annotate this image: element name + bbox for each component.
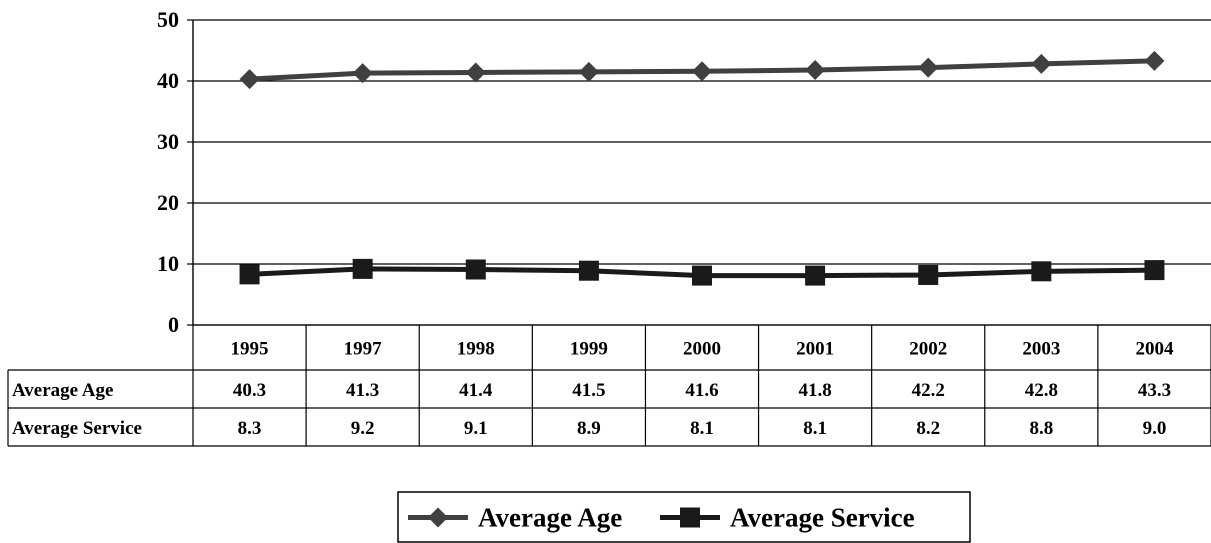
data-point-average-age <box>239 69 260 90</box>
y-tick-label: 10 <box>157 251 179 276</box>
table-row-label: Average Age <box>12 380 113 401</box>
y-tick-label: 0 <box>168 312 179 337</box>
data-point-average-age <box>918 57 939 78</box>
data-point-average-service <box>1031 261 1052 282</box>
y-tick-label: 40 <box>157 68 179 93</box>
data-point-average-service <box>239 264 260 285</box>
data-point-average-age <box>1031 53 1052 74</box>
table-cell-value: 41.8 <box>798 380 831 401</box>
data-point-average-age <box>805 60 826 81</box>
x-category-label: 1999 <box>570 339 608 360</box>
y-tick-label: 20 <box>157 190 179 215</box>
x-category-label: 1997 <box>344 339 383 360</box>
legend-label-average-service: Average Service <box>730 503 915 533</box>
data-point-average-service <box>465 259 486 280</box>
data-table: 1995 1997 1998 1999 2000 2001 2002 2003 2004 Aver… <box>7 324 1211 447</box>
y-axis: 0 10 20 30 40 50 <box>157 7 194 337</box>
data-point-average-age <box>352 63 373 84</box>
data-point-average-service <box>692 265 712 286</box>
data-point-average-age <box>578 61 599 82</box>
table-cell-value: 8.3 <box>238 418 262 439</box>
x-category-label: 2002 <box>909 339 947 360</box>
table-cell-value: 9.0 <box>1143 418 1167 439</box>
table-cell-value: 8.1 <box>803 418 827 439</box>
legend-marker-average-age <box>428 507 448 528</box>
table-cell-value: 8.9 <box>577 418 601 439</box>
table-cell-value: 8.2 <box>916 418 940 439</box>
data-point-average-service <box>1144 260 1165 281</box>
table-cell-value: 40.3 <box>233 380 266 401</box>
y-tick-label: 50 <box>157 7 179 32</box>
table-cell-value: 8.8 <box>1029 418 1053 439</box>
data-point-average-age <box>465 62 486 83</box>
x-category-label: 2004 <box>1135 339 1174 360</box>
data-point-average-service <box>578 260 599 281</box>
table-cell-value: 9.2 <box>351 418 375 439</box>
x-category-label: 1995 <box>231 339 269 360</box>
table-cell-value: 41.4 <box>459 380 493 401</box>
table-cell-value: 41.6 <box>685 380 718 401</box>
table-cell-value: 41.3 <box>346 380 379 401</box>
table-cell-value: 42.2 <box>912 380 945 401</box>
data-point-average-service <box>918 264 939 285</box>
x-category-label: 2000 <box>683 339 721 360</box>
y-tick-label: 30 <box>157 129 179 154</box>
x-category-label: 1998 <box>457 339 495 360</box>
legend-label-average-age: Average Age <box>478 503 622 533</box>
data-point-average-age <box>1144 50 1165 71</box>
x-category-label: 2003 <box>1022 339 1060 360</box>
table-cell-value: 8.1 <box>690 418 714 439</box>
legend: Average Age Average Service <box>397 491 971 543</box>
table-row-label: Average Service <box>12 418 142 439</box>
table-cell-value: 9.1 <box>464 418 488 439</box>
data-point-average-age <box>692 61 712 82</box>
x-category-label: 2001 <box>796 339 834 360</box>
table-cell-value: 41.5 <box>572 380 605 401</box>
table-cell-value: 42.8 <box>1025 380 1058 401</box>
legend-marker-average-service <box>680 507 700 528</box>
data-point-average-service <box>352 258 373 279</box>
data-point-average-service <box>805 265 826 286</box>
table-cell-value: 43.3 <box>1138 380 1171 401</box>
series-layer <box>239 50 1165 286</box>
